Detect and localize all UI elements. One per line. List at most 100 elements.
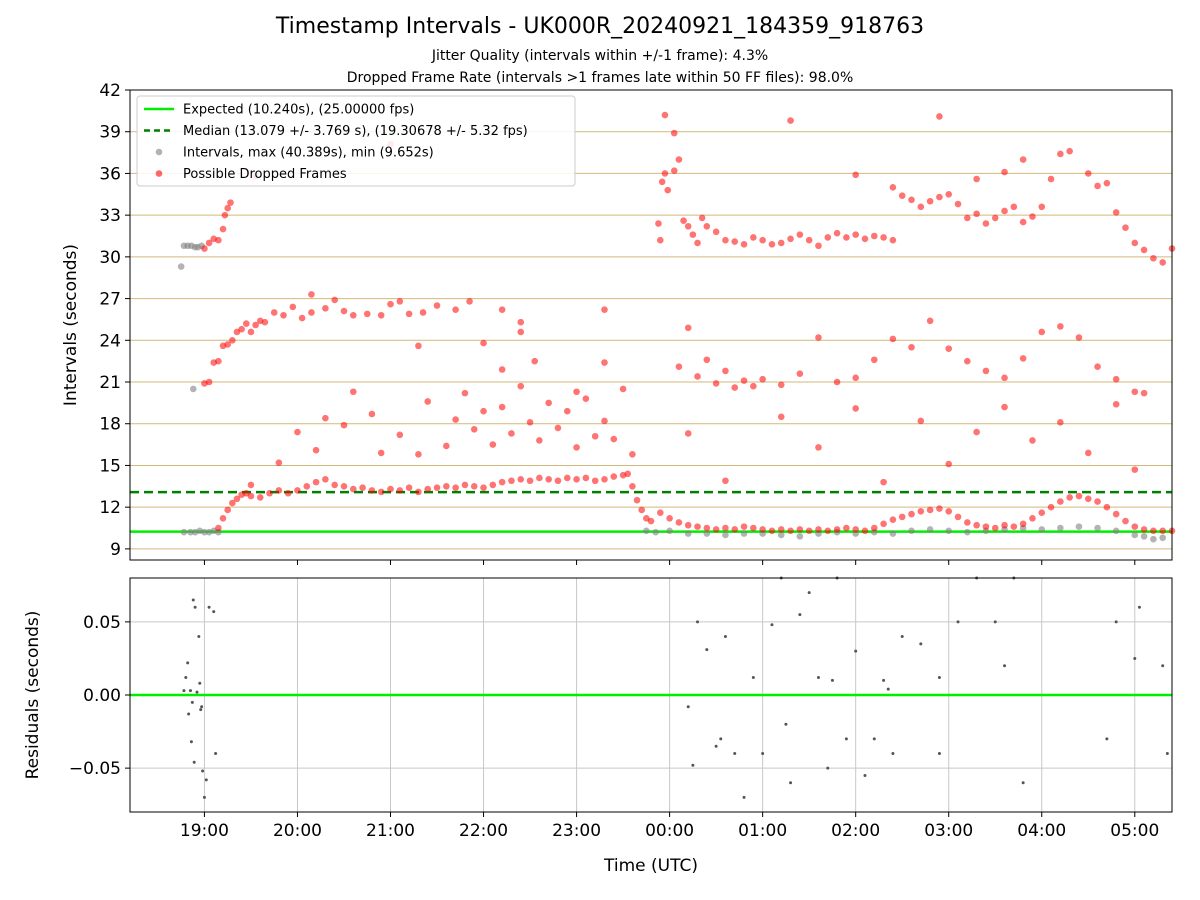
legend-label: Intervals, max (40.389s), min (9.652s) [183,146,434,161]
legend: Expected (10.240s), (25.00000 fps) Median… [136,95,576,187]
dropped-frame-point [889,184,897,191]
dropped-frame-point [777,526,785,533]
dropped-frame-point [489,481,497,489]
dropped-frame-point [221,211,229,219]
dropped-frame-point [759,526,766,533]
dropped-frame-point [294,428,301,436]
dropped-frame-point [1038,203,1046,211]
bottom-y-tick-label: −0.05 [69,759,121,779]
top-y-tick-label: 24 [99,331,121,351]
legend-swatch [155,170,163,177]
top-y-ticks: 9 12 15 18 21 24 27 30 33 36 39 42 [99,81,130,560]
x-tick-label: 20:00 [273,821,322,841]
residual-point [723,635,727,638]
dropped-frame-point [433,484,441,491]
dropped-frame-point [1057,150,1064,158]
dropped-frame-point [545,399,552,407]
residual-point [182,689,186,693]
dropped-frame-point [415,451,422,458]
dropped-frame-point [470,483,478,490]
dropped-frame-point [452,306,459,314]
dropped-frame-point [252,321,259,329]
top-y-tick-label: 9 [110,540,121,560]
dropped-frame-point [926,197,934,205]
dropped-frame-point [247,492,255,500]
interval-point [652,528,659,536]
dropped-frame-point [275,487,283,494]
dropped-frame-point [833,526,841,533]
dropped-frame-point [731,526,739,533]
dropped-frame-point [768,527,776,535]
dropped-frame-point [461,481,469,489]
dropped-frame-point [219,225,227,233]
dropped-frame-point [1122,224,1129,231]
dropped-frame-point [498,306,506,314]
dropped-frame-point [657,509,664,517]
dropped-frame-point [629,451,636,458]
residual-point [863,773,867,777]
dropped-frame-point [452,416,459,423]
dropped-frame-point [712,526,720,533]
x-tick-label: 00:00 [645,821,694,841]
residual-point [854,649,858,653]
dropped-frame-point [703,524,711,532]
dropped-frame-point [443,442,450,450]
dropped-frame-point [1084,170,1092,177]
dropped-frame-point [1094,498,1101,505]
dropped-frame-point [675,363,683,371]
dropped-frame-point [1001,168,1008,176]
chart-subtitle-dropped: Dropped Frame Rate (intervals >1 frames … [346,70,854,86]
dropped-frame-point [815,334,822,341]
dropped-frame-point [298,314,306,322]
dropped-frame-point [638,506,645,514]
x-tick-label: 23:00 [552,821,601,841]
residual-point [1003,664,1007,668]
dropped-frame-point [624,470,632,478]
dropped-frame-point [1131,239,1139,247]
residual-point [198,681,202,685]
interval-point [1159,534,1166,542]
dropped-frame-point [889,335,897,343]
residual-point [761,752,765,755]
dropped-frame-point [787,235,794,243]
chart-subtitle-jitter: Jitter Quality (intervals within +/-1 fr… [431,48,769,64]
dropped-frame-point [824,527,832,535]
dropped-frame-point [227,199,234,206]
dropped-frame-point [712,228,720,236]
dropped-frame-point [536,437,543,444]
dropped-frame-point [1159,527,1166,535]
dropped-frame-point [377,311,385,319]
dropped-frame-point [1103,179,1111,187]
dropped-frame-point [759,236,766,244]
top-plot-frame [129,89,1173,561]
dropped-frame-point [936,113,943,120]
dropped-frame-point [1122,517,1129,525]
interval-point [1094,524,1101,532]
dropped-frame-point [489,441,497,448]
dropped-frame-point [768,241,776,248]
dropped-frame-point [1131,388,1139,396]
dropped-frame-point [396,298,404,305]
dropped-frame-point [1066,147,1073,155]
dropped-frame-point [633,496,641,504]
dropped-frame-point [740,377,748,384]
dropped-frame-point [1038,328,1046,336]
dropped-frame-point [740,241,748,248]
dropped-frame-point [843,524,850,532]
residual-point [900,635,904,638]
dropped-frame-point [1150,254,1157,262]
dropped-frame-point [349,388,357,396]
top-y-tick-label: 30 [99,248,121,268]
dropped-frame-point [1019,218,1027,226]
dropped-frames-series [201,111,1176,535]
dropped-frame-point [926,506,934,514]
dropped-frame-point [229,336,236,344]
residual-point [937,675,941,679]
dropped-frame-point [1019,520,1027,528]
legend-label: Expected (10.240s), (25.00000 fps) [183,103,414,118]
dropped-frame-point [526,419,534,426]
residual-point [184,675,188,679]
dropped-frame-point [777,239,785,247]
dropped-frame-point [740,523,748,530]
